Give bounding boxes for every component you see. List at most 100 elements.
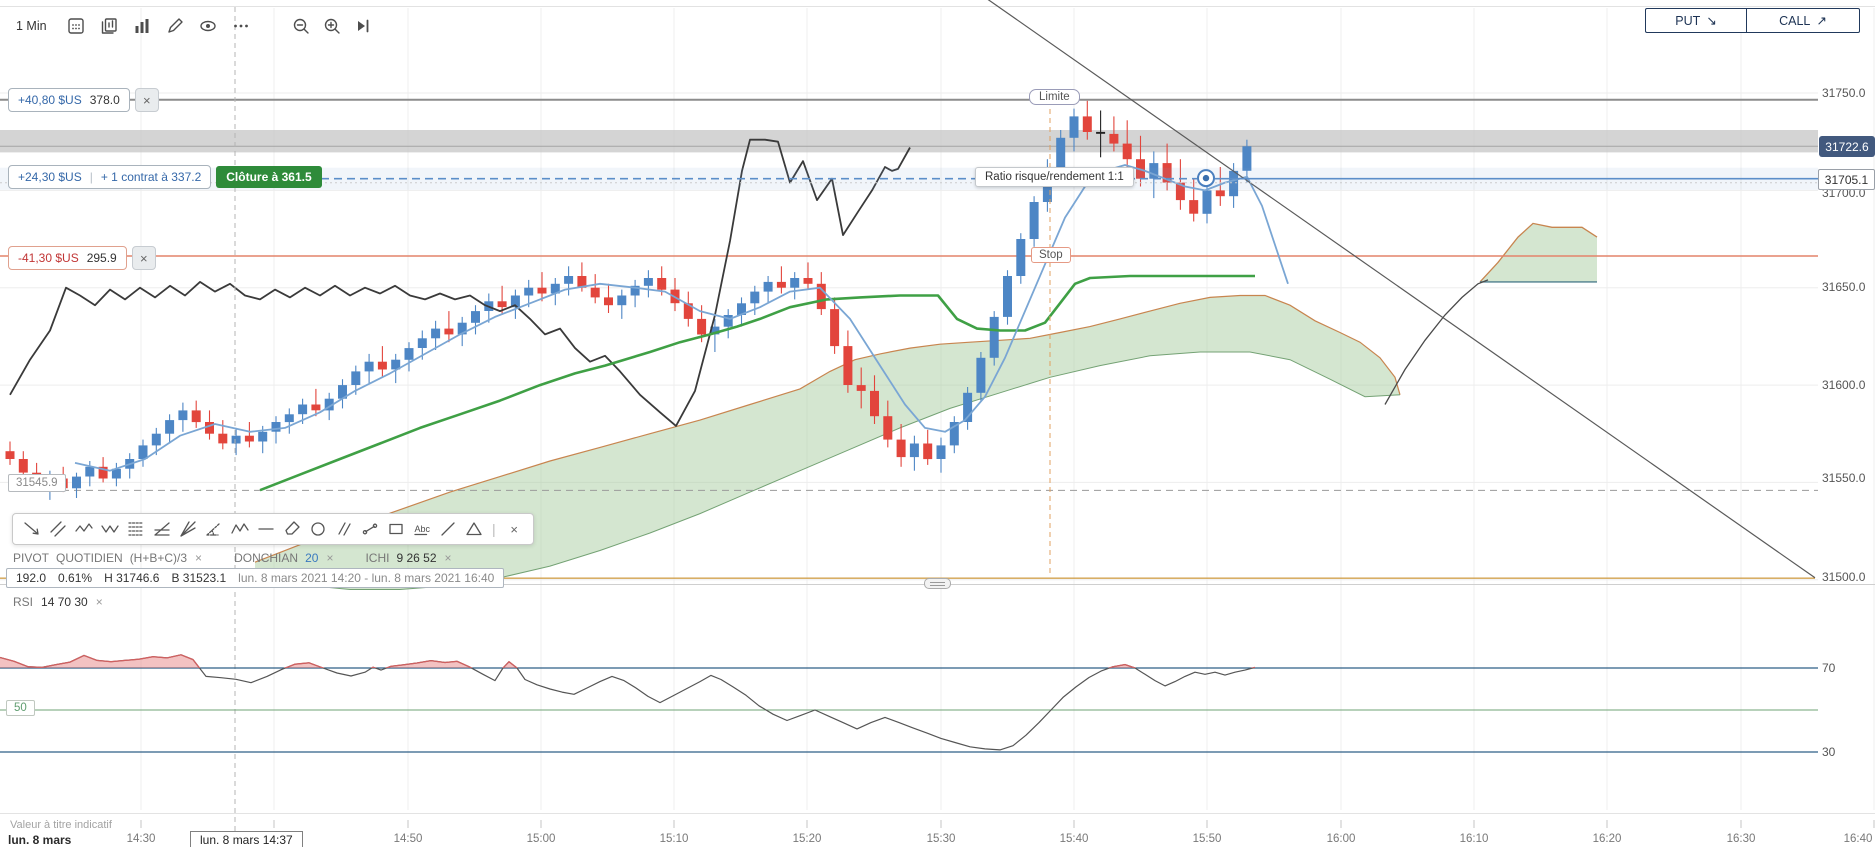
current-price-badge: 31722.6: [1819, 136, 1875, 157]
divider: |: [89, 170, 93, 184]
limit-tag[interactable]: Limite: [1029, 89, 1080, 105]
price-axis-label: 30: [1822, 745, 1836, 759]
remove-pivot-button[interactable]: ×: [195, 551, 203, 565]
time-axis-label: 16:10: [1459, 833, 1489, 845]
parallel-lines-icon[interactable]: [331, 517, 356, 541]
trend-angle-icon[interactable]: [201, 517, 226, 541]
horizontal-line-icon[interactable]: [253, 517, 278, 541]
price-axis-label: 31650.0: [1822, 280, 1866, 294]
put-label: PUT: [1675, 13, 1701, 28]
toolbar-divider: |: [492, 521, 496, 537]
call-label: CALL: [1779, 13, 1811, 28]
remove-ichi-button[interactable]: ×: [444, 551, 452, 565]
remove-donchian-button[interactable]: ×: [326, 551, 334, 565]
stop-value: 295.9: [86, 251, 117, 265]
elliott-wave-icon[interactable]: [227, 517, 252, 541]
eraser-icon[interactable]: [279, 517, 304, 541]
line-icon[interactable]: [435, 517, 460, 541]
future-curve: [1384, 279, 1489, 405]
time-axis-label: 15:40: [1059, 833, 1089, 845]
close-position-button[interactable]: Clôture à 361.5: [216, 166, 322, 188]
trade-buttons: PUT ↘ CALL ↗: [1645, 8, 1860, 33]
crosshair-time-label: lun. 8 mars 14:37: [190, 831, 303, 847]
close-drawing-toolbar-button[interactable]: ×: [502, 517, 527, 541]
compare-icon[interactable]: [96, 13, 122, 39]
stop-tag[interactable]: Stop: [1031, 247, 1071, 263]
price-axis-label: 31750.0: [1822, 86, 1866, 100]
indicator-rsi[interactable]: RSI 14 70 30: [13, 595, 88, 609]
zoom-in-icon[interactable]: [319, 13, 345, 39]
limit-close-button[interactable]: ×: [134, 88, 159, 112]
stop-close-button[interactable]: ×: [131, 246, 156, 270]
layout-grid-icon[interactable]: [63, 13, 89, 39]
parallel-channel-icon[interactable]: [45, 517, 70, 541]
indicator-ichimoku[interactable]: ICHI 9 26 52: [365, 551, 436, 565]
draw-icon[interactable]: [162, 13, 188, 39]
time-axis-label: 16:00: [1326, 833, 1356, 845]
ellipse-icon[interactable]: [305, 517, 330, 541]
donchian-name: DONCHIAN: [234, 551, 299, 565]
pivot-name: PIVOT: [13, 551, 50, 565]
session-high: H 31746.6: [104, 571, 160, 585]
trend-arrow-icon[interactable]: [19, 517, 44, 541]
pane-resize-handle[interactable]: [924, 578, 951, 589]
call-button[interactable]: CALL ↗: [1746, 8, 1860, 33]
limit-order-row: +40,80 $US 378.0 ×: [8, 88, 159, 112]
rsi-line: [0, 654, 1256, 751]
price-axis-label: 70: [1822, 661, 1836, 675]
open-price-label: 31545.9: [8, 474, 66, 492]
price-axis-label: 31600.0: [1822, 378, 1866, 392]
time-axis-label: 16:30: [1726, 833, 1756, 845]
position-price-label: 31705.1: [1818, 169, 1875, 190]
stop-order-label[interactable]: -41,30 $US 295.9: [8, 246, 127, 270]
measure-icon[interactable]: [357, 517, 382, 541]
stop-order-row: -41,30 $US 295.9 ×: [8, 246, 156, 270]
put-button[interactable]: PUT ↘: [1645, 8, 1746, 33]
polyline-icon[interactable]: [71, 517, 96, 541]
session-change: 192.0: [16, 571, 47, 585]
remove-rsi-button[interactable]: ×: [95, 595, 103, 609]
indicator-donchian[interactable]: DONCHIAN 20: [234, 551, 318, 565]
close-icon: ×: [142, 92, 151, 108]
rsi-params: 14 70 30: [41, 595, 88, 609]
zigzag-icon[interactable]: [97, 517, 122, 541]
eye-icon[interactable]: [195, 13, 221, 39]
rectangle-icon[interactable]: [383, 517, 408, 541]
more-icon[interactable]: [228, 13, 254, 39]
limit-order-label[interactable]: +40,80 $US 378.0: [8, 88, 130, 112]
text-icon[interactable]: Abc: [409, 517, 434, 541]
disclaimer-text: Valeur à titre indicatif: [10, 819, 112, 831]
rsi-50-label: 50: [6, 700, 35, 716]
limit-value: 378.0: [89, 93, 120, 107]
time-axis-label: 16:40: [1843, 833, 1873, 845]
limit-pnl: +40,80 $US: [18, 93, 82, 107]
target-marker-icon[interactable]: [1197, 169, 1215, 188]
time-axis-label: 15:30: [926, 833, 956, 845]
indicator-pivot[interactable]: PIVOT QUOTIDIEN (H+B+C)/3: [13, 551, 187, 565]
toolbar-icons: [63, 13, 254, 39]
skip-to-latest-icon[interactable]: [350, 13, 376, 39]
column-chart-icon[interactable]: [129, 13, 155, 39]
timeframe-selector[interactable]: 1 Min: [16, 19, 47, 33]
spread-band: [0, 130, 1818, 153]
session-change-pct: 0.61%: [58, 571, 93, 585]
position-label[interactable]: +24,30 $US | + 1 contrat à 337.2: [8, 165, 212, 189]
price-axis-label: 31500.0: [1822, 570, 1866, 584]
close-position-label: Clôture à 361.5: [226, 170, 312, 184]
triangle-icon[interactable]: [461, 517, 486, 541]
ichimoku-cloud-future: [1479, 222, 1598, 283]
instrument-info-row[interactable]: 192.0 0.61% H 31746.6 B 31523.1 lun. 8 m…: [6, 568, 505, 588]
position-detail: + 1 contrat à 337.2: [100, 170, 202, 184]
zoom-out-icon[interactable]: [288, 13, 314, 39]
lagging-line: [9, 138, 911, 427]
pivot-type: QUOTIDIEN: [56, 551, 123, 565]
fan-lines-icon[interactable]: [175, 517, 200, 541]
time-axis-date: lun. 8 mars: [8, 833, 72, 847]
stop-pnl: -41,30 $US: [18, 251, 79, 265]
fib-retracement-icon[interactable]: [123, 517, 148, 541]
session-low: B 31523.1: [171, 571, 227, 585]
time-axis-label: 15:00: [526, 833, 556, 845]
position-row: +24,30 $US | + 1 contrat à 337.2 Clôture…: [8, 165, 322, 189]
fib-fan-icon[interactable]: [149, 517, 174, 541]
